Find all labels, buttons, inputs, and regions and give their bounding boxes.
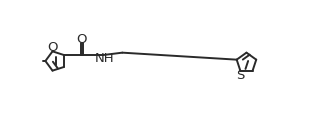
Text: O: O bbox=[47, 41, 58, 54]
Text: S: S bbox=[236, 69, 245, 82]
Text: NH: NH bbox=[95, 51, 115, 65]
Text: O: O bbox=[77, 33, 87, 46]
